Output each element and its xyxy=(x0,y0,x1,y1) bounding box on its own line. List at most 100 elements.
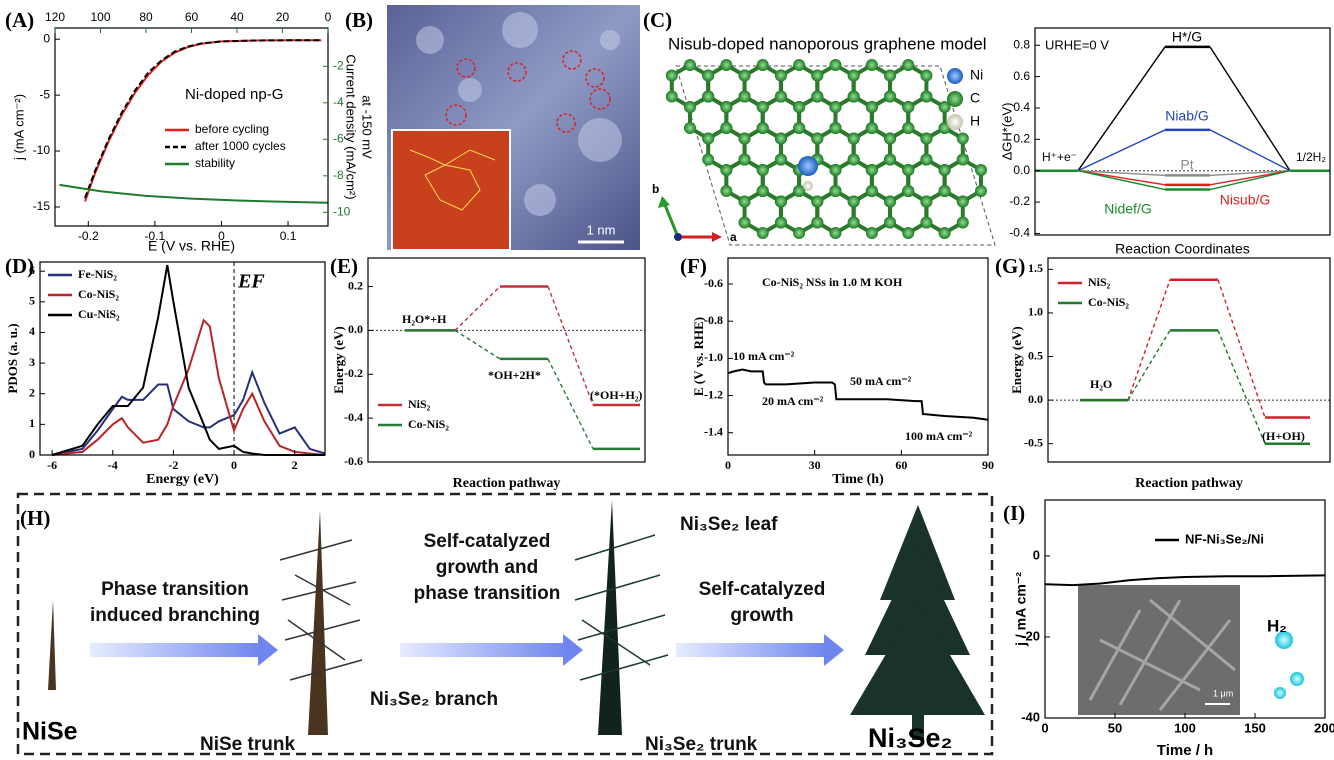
y-tick-label: 3 xyxy=(29,355,35,369)
connector xyxy=(548,287,593,405)
carbon-atom xyxy=(702,91,714,103)
y-axis-label: Energy (eV) xyxy=(331,326,346,394)
x-tick-label: 90 xyxy=(982,458,994,472)
carbon-atom xyxy=(702,70,714,82)
carbon-atom xyxy=(775,154,787,166)
carbon-atom xyxy=(939,164,951,176)
carbon-atom xyxy=(811,196,823,208)
y-tick-label: 5 xyxy=(29,294,35,308)
carbon-atom xyxy=(829,59,841,71)
y-tick-label: -0.4 xyxy=(1009,226,1030,240)
y-tick-label: 0.0 xyxy=(348,322,363,336)
carbon-atom xyxy=(739,70,751,82)
model-title: Nisub-doped nanoporous graphene model xyxy=(668,34,987,53)
step-text: growth and xyxy=(436,557,538,578)
legend-label: Co-NiS₂ xyxy=(408,417,449,431)
arrowhead xyxy=(658,196,670,208)
start-label: NiSe xyxy=(22,718,78,746)
bubble xyxy=(1290,672,1304,686)
carbon-atom xyxy=(866,122,878,134)
carbon-atom xyxy=(884,70,896,82)
carbon-atom xyxy=(939,227,951,239)
carbon-atom xyxy=(902,227,914,239)
carbon-atom xyxy=(920,196,932,208)
state-label: *OH+2H* xyxy=(488,368,541,382)
carbon-atom xyxy=(829,185,841,197)
carbon-atom xyxy=(829,122,841,134)
carbon-atom xyxy=(884,196,896,208)
legend-label: Co-NiS₂ xyxy=(78,287,119,301)
x2-tick-label: 60 xyxy=(185,10,199,24)
carbon-atom xyxy=(811,133,823,145)
carbon-atom xyxy=(957,133,969,145)
series-label: Nisub/G xyxy=(1220,192,1271,208)
y-tick-label: -10 xyxy=(33,143,51,157)
carbon-atom xyxy=(684,59,696,71)
ni-atom xyxy=(798,156,818,176)
legend-c xyxy=(947,91,963,107)
carbon-atom xyxy=(920,154,932,166)
carbon-atom xyxy=(866,185,878,197)
carbon-atom xyxy=(739,196,751,208)
carbon-atom xyxy=(866,164,878,176)
carbon-atom xyxy=(793,122,805,134)
data-line xyxy=(1045,575,1325,585)
panel-label: (F) xyxy=(680,254,707,278)
carbon-atom xyxy=(848,154,860,166)
carbon-atom xyxy=(829,164,841,176)
hexagon xyxy=(890,191,926,233)
connector xyxy=(1210,130,1290,171)
annotation: 50 mA cm⁻² xyxy=(850,374,912,388)
y-tick-label: 0.4 xyxy=(1013,100,1030,114)
arrowhead xyxy=(712,232,722,242)
part-label: Ni₃Se₂ leaf xyxy=(680,514,778,535)
part-label: Ni₃Se₂ branch xyxy=(370,689,498,710)
bubble xyxy=(1274,687,1286,699)
tree xyxy=(850,505,985,740)
arrow xyxy=(676,634,844,666)
y2-tick-label: -4 xyxy=(333,95,344,109)
unit-cell xyxy=(676,66,995,245)
y-axis-label: E (V vs. RHE) xyxy=(691,317,706,396)
y2-axis-label: at -150 mV xyxy=(360,95,375,159)
carbon-atom xyxy=(884,91,896,103)
data-line xyxy=(85,40,321,201)
carbon-atom xyxy=(793,101,805,113)
panel-label: (A) xyxy=(5,8,34,32)
carbon-atom xyxy=(920,91,932,103)
carbon-atom xyxy=(975,185,987,197)
carbon-atom xyxy=(957,154,969,166)
step-text: phase transition xyxy=(414,583,561,604)
y-tick-label: -0.2 xyxy=(1009,194,1030,208)
carbon-atom xyxy=(920,70,932,82)
legend-label: Cu-NiS₂ xyxy=(78,307,120,321)
hexagon xyxy=(781,191,817,233)
legend-h xyxy=(947,114,963,130)
panel-label: (B) xyxy=(345,8,373,32)
y-tick-label: 0.2 xyxy=(1013,132,1030,146)
carbon-atom xyxy=(720,164,732,176)
connector xyxy=(1210,47,1290,171)
carbon-atom xyxy=(884,217,896,229)
part-label: Ni₃Se₂ trunk xyxy=(645,734,758,755)
carbon-atom xyxy=(884,133,896,145)
h-atom xyxy=(803,181,813,191)
state-label: H₂O xyxy=(1090,377,1112,391)
step-text: induced branching xyxy=(90,605,260,626)
hexagon xyxy=(854,191,890,233)
panel-label: (G) xyxy=(995,254,1025,278)
plot-frame xyxy=(55,28,328,226)
y-tick-label: 0.0 xyxy=(1028,392,1043,406)
carbon-atom xyxy=(666,70,678,82)
step-text: growth xyxy=(730,605,793,626)
connector xyxy=(1218,280,1265,418)
y2-tick-label: -2 xyxy=(333,58,344,72)
x2-tick-label: 0 xyxy=(325,10,332,24)
axis-label: a xyxy=(730,230,737,244)
axis-origin xyxy=(674,233,682,241)
carbon-atom xyxy=(720,59,732,71)
x-tick-label: -0.2 xyxy=(78,229,99,243)
y-tick-label: -0.5 xyxy=(1024,435,1043,449)
legend-label: after 1000 cycles xyxy=(195,139,286,153)
y-tick-label: 0 xyxy=(1033,547,1040,562)
